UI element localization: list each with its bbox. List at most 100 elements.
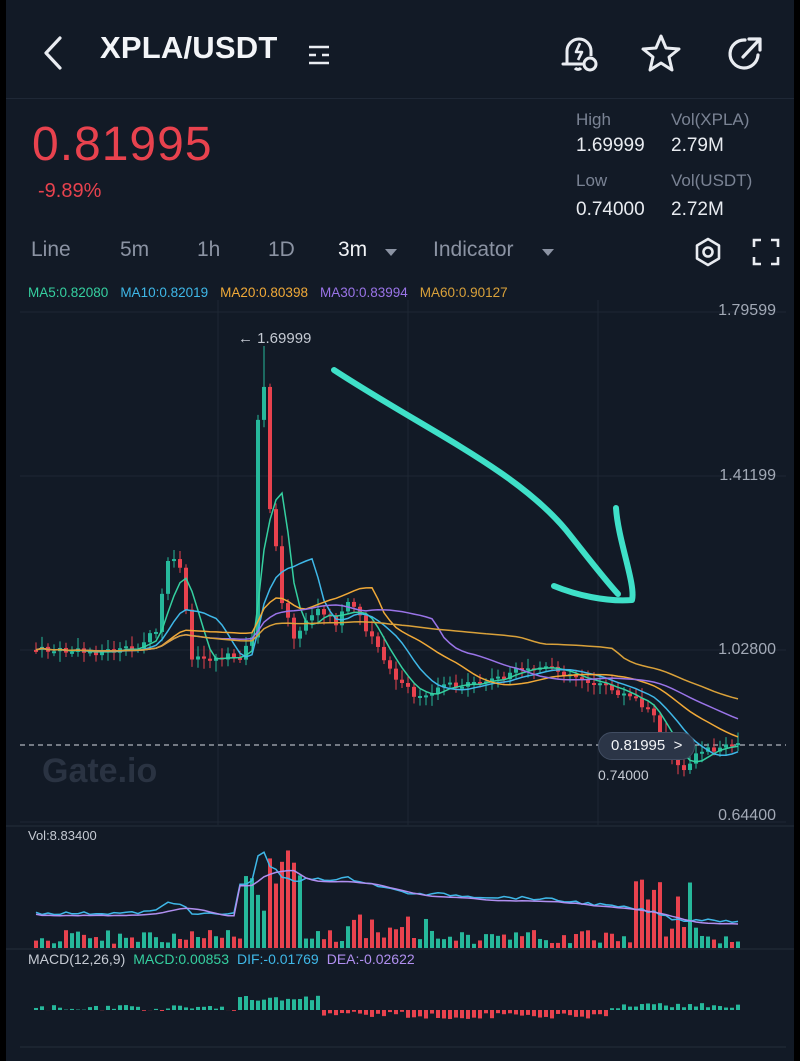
candle-body (340, 611, 344, 626)
candle-body (634, 696, 638, 699)
candle-body (334, 616, 338, 626)
macd-histogram-bar (166, 1008, 170, 1010)
tab-1h[interactable]: 1h (197, 238, 221, 261)
macd-histogram-bar (334, 1010, 338, 1016)
volume-bar (556, 942, 560, 948)
volume-bar (334, 941, 338, 948)
macd-histogram-bar (574, 1010, 578, 1017)
volume-bar (148, 932, 152, 948)
candlestick-chart[interactable] (6, 0, 794, 1061)
macd-histogram-bar (508, 1010, 512, 1014)
pair-menu-icon[interactable] (306, 42, 332, 68)
ma20-value: MA20:0.80398 (220, 285, 308, 300)
current-price-badge[interactable]: 0.81995 > (598, 732, 696, 760)
pair-title[interactable]: XPLA/USDT (100, 30, 278, 65)
volume-bar (712, 939, 716, 948)
macd-histogram-bar (544, 1010, 548, 1017)
volume-bar (406, 916, 410, 948)
macd-histogram-bar (370, 1010, 374, 1017)
macd-histogram-bar (562, 1010, 566, 1014)
candle-body (166, 560, 170, 594)
star-icon[interactable] (638, 30, 684, 76)
candle-body (304, 620, 308, 631)
indicator-caret-icon[interactable] (542, 249, 554, 256)
macd-histogram-bar (442, 1010, 446, 1019)
dea-value: DEA:-0.02622 (326, 951, 415, 967)
macd-histogram-bar (628, 1006, 632, 1010)
candle-body (406, 683, 410, 687)
candle-body (100, 650, 104, 656)
candle-body (628, 693, 632, 697)
candle-body (226, 653, 230, 660)
macd-histogram-bar (430, 1010, 434, 1014)
macd-histogram-bar (604, 1010, 608, 1017)
candle-body (502, 676, 506, 680)
volume-bar (274, 883, 278, 948)
candle-body (124, 646, 128, 649)
volume-bar (550, 943, 554, 948)
volume-bar (388, 927, 392, 948)
macd-histogram-bar (94, 1005, 98, 1010)
volume-bar (364, 938, 368, 948)
macd-histogram-bar (718, 1006, 722, 1010)
tab-indicator[interactable]: Indicator (433, 238, 514, 261)
candle-body (598, 683, 602, 686)
candle-body (196, 656, 200, 660)
dif-line (35, 851, 739, 923)
chart-settings-icon[interactable] (692, 236, 724, 268)
tab-5m[interactable]: 5m (120, 238, 150, 261)
back-arrow-icon[interactable] (32, 30, 78, 76)
macd-histogram-bar (244, 996, 248, 1010)
macd-params: MACD(12,26,9) (28, 951, 126, 967)
volume-bar (622, 936, 626, 948)
tab-3m[interactable]: 3m (338, 238, 368, 261)
volume-bar (130, 937, 134, 948)
candle-body (232, 653, 236, 658)
volume-bar (88, 938, 92, 948)
vol-quote-value: 2.72M (671, 199, 724, 220)
share-icon[interactable] (722, 30, 768, 76)
tab-1d[interactable]: 1D (268, 238, 295, 261)
candle-body (202, 656, 206, 659)
macd-histogram-bar (538, 1010, 542, 1018)
macd-histogram-bar (352, 1010, 356, 1012)
volume-bar (370, 919, 374, 948)
tab-line[interactable]: Line (31, 238, 71, 261)
fullscreen-icon[interactable] (750, 236, 782, 268)
candle-body (238, 657, 242, 660)
macd-histogram-bar (286, 998, 290, 1010)
macd-histogram-bar (172, 1005, 176, 1010)
volume-bar (466, 934, 470, 948)
macd-histogram-bar (424, 1010, 428, 1019)
candle-body (652, 708, 656, 716)
volume-bar (256, 894, 260, 948)
candle-body (478, 681, 482, 684)
volume-bar (616, 941, 620, 948)
candle-body (382, 646, 386, 661)
macd-histogram-bar (664, 1005, 668, 1010)
volume-bar (112, 943, 116, 948)
macd-histogram-bar (40, 1006, 44, 1010)
volume-bar (214, 936, 218, 948)
volume-bar (520, 936, 524, 948)
macd-histogram-bar (514, 1010, 518, 1015)
macd-histogram-bar (292, 999, 296, 1010)
macd-values-row: MACD(12,26,9) MACD:0.00853 DIF:-0.01769 DEA… (28, 951, 423, 967)
candle-body (520, 668, 524, 671)
macd-histogram-bar (556, 1010, 560, 1014)
macd-histogram-bar (58, 1007, 62, 1010)
candle-body (712, 747, 716, 752)
macd-histogram-bar (256, 1000, 260, 1010)
macd-histogram-bar (712, 1005, 716, 1010)
macd-histogram-bar (616, 1008, 620, 1010)
macd-histogram-bar (142, 1010, 146, 1011)
volume-bar (676, 896, 680, 948)
macd-histogram-bar (394, 1010, 398, 1015)
macd-histogram-bar (532, 1010, 536, 1017)
macd-histogram-bar (388, 1010, 392, 1013)
macd-histogram-bar (460, 1010, 464, 1019)
price-alert-icon[interactable] (556, 30, 602, 76)
candle-body (700, 751, 704, 754)
volume-bar (436, 938, 440, 948)
tab-3m-caret-icon[interactable] (385, 249, 397, 256)
